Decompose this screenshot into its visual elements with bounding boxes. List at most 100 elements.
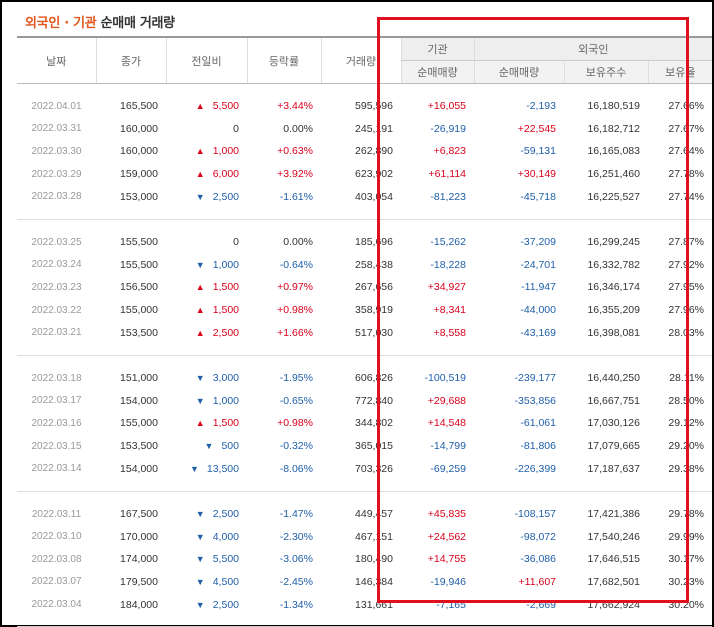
volume-cell: 517,030 [355, 326, 393, 339]
institution-net-cell: -100,519 [424, 372, 466, 385]
foreign-net-cell: +11,607 [518, 575, 556, 588]
date-cell: 2022.03.07 [31, 576, 82, 588]
change-cell: ▲ 6,000 [166, 163, 247, 186]
change-cell: ▼ 1,000 [166, 390, 247, 413]
date-cell: 2022.03.15 [31, 440, 82, 452]
date-cell: 2022.03.17 [31, 395, 82, 407]
volume-cell: 606,826 [355, 372, 393, 385]
institution-net-cell: -81,223 [430, 190, 466, 203]
close-cell: 156,500 [120, 281, 158, 294]
institution-net-cell: -19,946 [430, 575, 466, 588]
rate-cell: +0.63% [277, 145, 313, 158]
foreign-holdings-cell: 17,421,386 [587, 508, 640, 521]
foreign-net-cell: +30,149 [517, 168, 556, 181]
change-value: 3,000 [212, 372, 239, 385]
institution-net-cell: +34,927 [427, 281, 466, 294]
volume-cell: 623,902 [355, 168, 393, 181]
triangle-down-icon: ▼ [195, 576, 205, 587]
table-row: 2022.03.11 167,500 ▼ 2,500 -1.47% 449,457 +45,… [17, 503, 712, 526]
change-value: 2,500 [212, 598, 239, 611]
foreign-ratio-cell: 27.92% [668, 258, 705, 271]
foreign-holdings-cell: 16,165,083 [587, 145, 640, 158]
rate-cell: -1.95% [279, 372, 313, 385]
date-cell: 2022.03.30 [31, 145, 82, 157]
date-cell: 2022.03.24 [31, 259, 82, 271]
institution-net-cell: +45,835 [427, 508, 466, 521]
foreign-ratio-cell: 27.95% [668, 281, 705, 294]
header-institution-net: 순매매량 [400, 60, 474, 84]
table-row: 2022.03.28 153,000 ▼ 2,500 -1.61% 403,054 -81,… [17, 185, 712, 208]
row-spacer [17, 479, 713, 492]
triangle-up-icon: ▲ [195, 282, 205, 293]
close-cell: 159,000 [120, 168, 158, 181]
table-row: 2022.03.18 151,000 ▼ 3,000 -1.95% 606,826 -100… [17, 367, 712, 390]
change-value: 4,000 [212, 530, 239, 543]
date-cell: 2022.03.10 [31, 531, 82, 543]
volume-cell: 595,596 [355, 100, 393, 113]
rate-cell: -0.65% [279, 394, 313, 407]
change-value: 0 [233, 236, 239, 249]
close-cell: 155,000 [120, 304, 158, 317]
institution-net-cell: -7,165 [436, 598, 466, 611]
foreign-holdings-cell: 16,398,081 [587, 326, 640, 339]
date-cell: 2022.03.16 [31, 417, 82, 429]
change-cell: ▼ 4,000 [166, 526, 247, 549]
volume-cell: 403,054 [355, 190, 393, 203]
table-row: 2022.03.15 153,500 ▼ 500 -0.32% 365,015 -14,79… [17, 435, 712, 458]
institution-net-cell: -26,919 [430, 122, 466, 135]
date-cell: 2022.03.11 [31, 508, 82, 520]
table-row: 2022.03.16 155,000 ▲ 1,500 +0.98% 344,802 +14,… [17, 412, 712, 435]
triangle-up-icon: ▲ [195, 418, 205, 429]
foreign-net-cell: -24,701 [520, 258, 556, 271]
change-cell: ▼ 13,500 [166, 457, 247, 480]
foreign-holdings-cell: 16,346,174 [587, 281, 640, 294]
triangle-up-icon: ▲ [195, 101, 205, 112]
header-volume: 거래량 [320, 36, 401, 84]
foreign-holdings-cell: 16,180,519 [587, 100, 640, 113]
table-row: 2022.03.17 154,000 ▼ 1,000 -0.65% 772,840 +29,… [17, 390, 712, 413]
foreign-holdings-cell: 17,662,924 [587, 598, 640, 611]
triangle-down-icon: ▼ [189, 463, 199, 474]
triangle-down-icon: ▼ [195, 509, 205, 520]
table-row: 2022.03.31 160,000 0 0.00% 245,191 -26,919 +22… [17, 118, 712, 141]
institution-net-cell: -14,799 [430, 440, 466, 453]
volume-cell: 180,490 [355, 553, 393, 566]
date-cell: 2022.03.23 [31, 281, 82, 293]
header-rate: 등락률 [246, 36, 321, 84]
volume-cell: 267,656 [355, 281, 393, 294]
rate-cell: +1.66% [277, 326, 313, 339]
volume-cell: 772,840 [355, 394, 393, 407]
date-cell: 2022.03.04 [31, 599, 82, 611]
rate-cell: -2.45% [279, 575, 313, 588]
close-cell: 167,500 [120, 508, 158, 521]
foreign-net-cell: -108,157 [514, 508, 556, 521]
header-date: 날짜 [17, 36, 96, 84]
close-cell: 153,000 [120, 190, 158, 203]
table-row: 2022.03.29 159,000 ▲ 6,000 +3.92% 623,902 +61,… [17, 163, 712, 186]
foreign-holdings-cell: 16,182,712 [587, 122, 640, 135]
foreign-holdings-cell: 16,440,250 [587, 372, 640, 385]
foreign-ratio-cell: 29.12% [668, 417, 705, 430]
foreign-net-cell: -226,399 [514, 462, 556, 475]
institution-net-cell: +8,341 [433, 304, 466, 317]
foreign-ratio-cell: 27.67% [668, 122, 705, 135]
change-cell: ▼ 2,500 [166, 185, 247, 208]
row-spacer [17, 355, 712, 367]
rate-cell: -1.61% [279, 190, 313, 203]
triangle-down-icon: ▼ [195, 554, 205, 565]
date-cell: 2022.03.18 [31, 372, 82, 384]
foreign-ratio-cell: 30.23% [668, 575, 705, 588]
close-cell: 154,000 [120, 462, 158, 475]
foreign-holdings-cell: 16,251,460 [587, 168, 640, 181]
foreign-ratio-cell: 29.99% [668, 530, 705, 543]
table-row: 2022.03.04 184,000 ▼ 2,500 -1.34% 131,661 -7,1… [17, 593, 712, 616]
foreign-ratio-cell: 27.78% [668, 168, 705, 181]
close-cell: 165,500 [120, 100, 158, 113]
triangle-down-icon: ▼ [204, 441, 214, 452]
triangle-down-icon: ▼ [195, 373, 205, 384]
date-cell: 2022.03.25 [31, 236, 82, 248]
trading-volume-table: 날짜 종가 전일비 등락률 거래량 기관 외국인 순매매량 순매매량 보유주수 … [17, 36, 713, 627]
foreign-holdings-cell: 17,187,637 [587, 462, 640, 475]
foreign-net-cell: -353,856 [514, 394, 556, 407]
change-value: 1,000 [212, 394, 239, 407]
